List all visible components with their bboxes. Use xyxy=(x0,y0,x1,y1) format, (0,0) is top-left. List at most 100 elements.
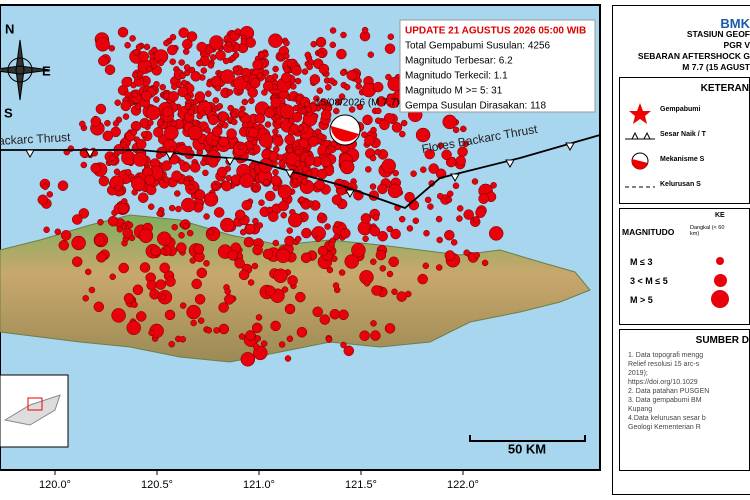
aftershock xyxy=(290,83,297,90)
aftershock xyxy=(362,235,369,243)
aftershock xyxy=(304,155,316,166)
aftershock xyxy=(185,145,193,153)
aftershock xyxy=(266,206,274,214)
aftershock xyxy=(261,89,268,96)
aftershock xyxy=(94,235,105,246)
aftershock xyxy=(131,91,139,98)
aftershock xyxy=(97,218,104,226)
magnitude-title: MAGNITUDO xyxy=(622,227,675,237)
aftershock xyxy=(157,231,172,246)
aftershock xyxy=(273,146,280,153)
aftershock xyxy=(283,39,290,47)
aftershock xyxy=(294,160,301,167)
aftershock xyxy=(318,51,325,59)
aftershock xyxy=(169,58,176,65)
aftershock xyxy=(417,273,428,285)
aftershock xyxy=(301,178,308,185)
fault-tooth xyxy=(225,157,235,167)
aftershock xyxy=(374,117,382,124)
aftershock xyxy=(275,248,291,264)
aftershock xyxy=(445,196,453,204)
aftershock xyxy=(165,276,176,287)
aftershock xyxy=(324,223,331,230)
aftershock xyxy=(344,254,359,269)
aftershock xyxy=(424,148,435,160)
aftershock xyxy=(182,48,190,55)
aftershock xyxy=(301,166,309,173)
legend-title: KETERAN xyxy=(700,83,749,94)
aftershock xyxy=(412,217,420,225)
aftershock xyxy=(284,303,296,315)
fault-teeth xyxy=(25,142,575,199)
aftershock xyxy=(207,157,219,168)
aftershock xyxy=(224,288,231,295)
aftershock xyxy=(272,128,279,135)
aftershock xyxy=(161,160,172,171)
aftershock xyxy=(463,249,470,256)
aftershock xyxy=(159,83,166,91)
aftershock xyxy=(336,48,347,60)
aftershock xyxy=(317,212,325,219)
aftershock xyxy=(54,228,62,236)
aftershock xyxy=(108,45,116,52)
aftershock xyxy=(258,133,274,148)
aftershock xyxy=(320,109,332,121)
aftershock xyxy=(93,301,105,313)
aftershock xyxy=(376,96,387,107)
source-line: 4.Data kelurusan sesar b xyxy=(628,415,706,422)
aftershock xyxy=(231,118,238,126)
aftershock xyxy=(370,258,377,266)
aftershock xyxy=(130,129,138,136)
aftershock xyxy=(147,119,154,126)
aftershock xyxy=(381,158,396,174)
aftershock xyxy=(256,72,264,79)
aftershock xyxy=(388,256,399,268)
aftershock xyxy=(386,270,394,278)
source-line: 2019); xyxy=(628,370,648,377)
aftershock xyxy=(275,118,282,125)
aftershock xyxy=(346,70,357,81)
scale-label: 50 KM xyxy=(508,441,546,456)
aftershock xyxy=(134,103,142,110)
aftershock xyxy=(118,262,129,274)
aftershock xyxy=(251,322,263,334)
aftershock xyxy=(318,98,330,110)
aftershock xyxy=(196,41,207,53)
aftershock xyxy=(363,280,371,287)
aftershock xyxy=(262,248,274,260)
aftershock xyxy=(153,126,164,138)
aftershock xyxy=(181,197,196,213)
compass: N E S xyxy=(0,21,51,120)
aftershock xyxy=(71,256,83,267)
aftershock xyxy=(295,148,302,156)
aftershock xyxy=(369,183,377,190)
aftershock xyxy=(112,120,120,127)
aftershock xyxy=(291,111,303,123)
fault-tooth xyxy=(505,159,515,169)
aftershock xyxy=(446,190,454,198)
aftershocks xyxy=(37,25,504,367)
aftershock xyxy=(258,199,265,206)
source-line: 1. Data topografi mengg xyxy=(628,352,704,359)
aftershock xyxy=(355,77,362,85)
aftershock xyxy=(371,285,382,296)
aftershock xyxy=(460,125,467,133)
aftershock xyxy=(120,141,127,148)
aftershock xyxy=(204,144,211,152)
aftershock xyxy=(238,269,250,281)
aftershock xyxy=(329,308,341,320)
aftershock xyxy=(475,207,486,218)
lon-label: 120.0° xyxy=(39,479,71,491)
aftershock xyxy=(95,37,110,52)
aftershock xyxy=(340,341,347,349)
aftershock xyxy=(114,99,121,106)
mainshock-label: 15/08/2026 (M 7.7) xyxy=(315,98,400,109)
aftershock xyxy=(159,293,167,301)
aftershock xyxy=(203,213,210,220)
aftershock xyxy=(456,205,464,212)
aftershock xyxy=(379,119,390,131)
aftershock xyxy=(224,165,232,172)
aftershock xyxy=(338,93,346,100)
aftershock xyxy=(218,136,229,148)
aftershock xyxy=(212,183,219,191)
